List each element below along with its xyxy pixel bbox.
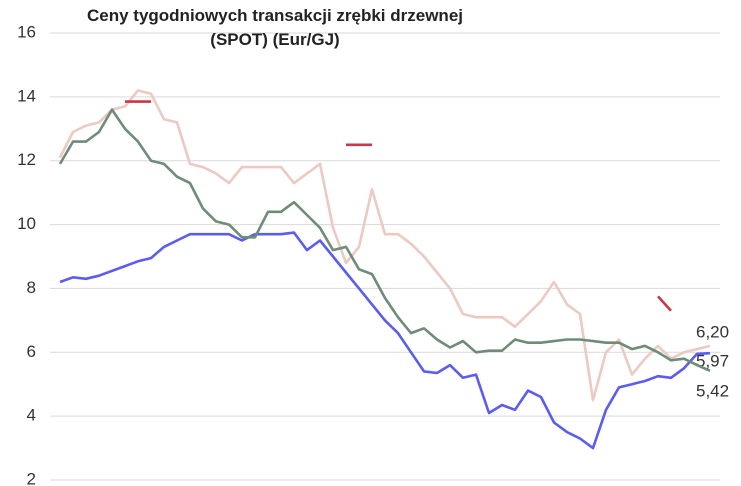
value-label: 6,20: [696, 322, 729, 341]
y-tick-label: 8: [27, 278, 36, 297]
y-tick-label: 12: [17, 150, 36, 169]
series-line: [58, 108, 711, 372]
value-label: 5,42: [696, 381, 729, 400]
y-tick-label: 14: [17, 86, 36, 105]
series-line: [58, 89, 711, 402]
value-label: 5,97: [696, 352, 729, 371]
chart-title: Ceny tygodniowych transakcji zrębki drze…: [87, 6, 463, 49]
y-tick-label: 16: [17, 22, 36, 41]
y-tick-label: 6: [27, 342, 36, 361]
y-tick-label: 2: [27, 469, 36, 486]
series-line: [59, 231, 711, 450]
y-tick-label: 4: [27, 406, 36, 425]
series-line: [125, 100, 672, 312]
y-tick-label: 10: [17, 214, 36, 233]
